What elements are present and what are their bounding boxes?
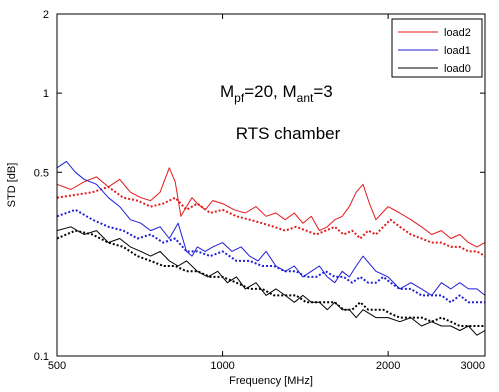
series-line-2 xyxy=(56,160,486,296)
legend-items: load2 load1 load0 xyxy=(398,27,471,75)
x-axis-label: Frequency [MHz] xyxy=(229,375,313,387)
legend-label-2: load0 xyxy=(444,63,471,75)
formula-annotation: Mpf=20, Mant=3 xyxy=(220,82,333,105)
series-line-5 xyxy=(56,229,485,327)
chamber-annotation: RTS chamber xyxy=(236,124,341,143)
x-tick-label-1: 1000 xyxy=(210,360,234,372)
series-line-3 xyxy=(56,208,485,304)
y-tick-label-1: 0.5 xyxy=(34,167,49,179)
plot-area-frame xyxy=(56,13,486,357)
series-line-4 xyxy=(56,226,486,336)
legend-label-0: load2 xyxy=(444,27,471,39)
series-layer xyxy=(56,160,486,336)
formula-m1: M xyxy=(220,82,234,101)
series-line-0 xyxy=(56,167,486,248)
x-tick-label-2: 2000 xyxy=(376,360,400,372)
x-tick-label-0: 500 xyxy=(48,360,66,372)
ticks-layer: 500 1000 2000 3000 0.1 0.5 1 2 xyxy=(34,9,486,372)
y-tick-label-2: 1 xyxy=(43,88,49,100)
legend-label-1: load1 xyxy=(444,45,471,57)
legend: load2 load1 load0 xyxy=(391,18,483,78)
formula-sub-pf: pf xyxy=(234,91,245,105)
y-tick-label-0: 0.1 xyxy=(34,351,49,363)
y-axis-label: STD [dB] xyxy=(6,163,18,208)
formula-tail: =3 xyxy=(313,82,332,101)
x-tick-label-3: 3000 xyxy=(461,360,485,372)
formula-sub-ant: ant xyxy=(297,91,314,105)
series-line-1 xyxy=(56,185,486,257)
y-tick-label-3: 2 xyxy=(43,9,49,21)
formula-eq: =20, M xyxy=(244,82,296,101)
legend-box xyxy=(391,18,483,78)
